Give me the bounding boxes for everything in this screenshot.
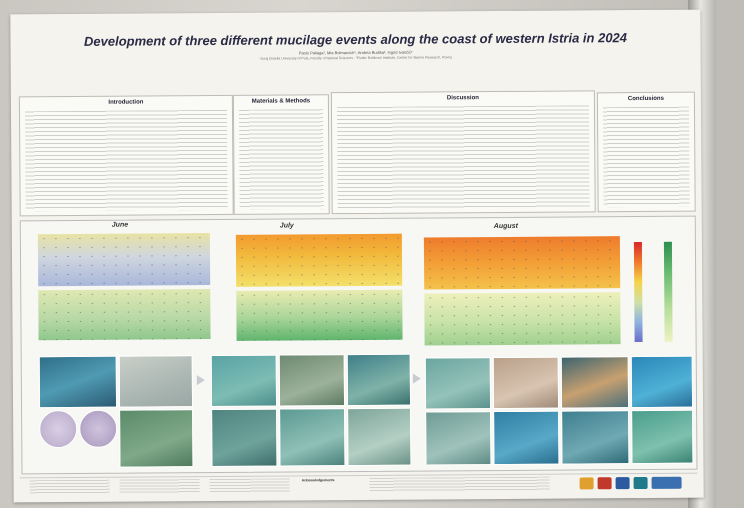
references-block-1 (29, 479, 110, 495)
august-seafloor-photo-2 (493, 410, 560, 466)
conclusions-box: Conclusions (596, 91, 696, 213)
july-diver-photo (346, 353, 412, 407)
introduction-heading: Introduction (108, 99, 144, 106)
conclusions-text-lines (602, 106, 690, 208)
discussion-text-lines (336, 105, 590, 210)
august-sediment-photo (492, 356, 560, 410)
june-to-july-arrow (196, 375, 205, 386)
institution-logo-4 (633, 476, 648, 490)
august-diver-photo (630, 355, 694, 409)
june-microscopy-photo-2 (79, 409, 118, 448)
funding-logo (651, 476, 682, 489)
july-to-august-arrow (412, 373, 421, 384)
scientific-poster: Development of three different mucilage … (10, 9, 704, 503)
references-block-3 (209, 478, 290, 494)
materials-text-lines (238, 109, 324, 210)
poster-footer: Acknowledgements (19, 472, 698, 499)
july-underwater-photo-2 (278, 354, 346, 407)
june-mucilage-photo (118, 355, 194, 408)
june-microscopy-photo-1 (39, 409, 78, 449)
july-lower-profile-plot (236, 289, 403, 341)
august-seafloor-photo-4 (631, 409, 694, 465)
salinity-colorbar (663, 241, 673, 342)
materials-heading: Materials & Methods (251, 98, 311, 105)
july-upper-sampling-points (235, 233, 403, 287)
august-label: August (493, 222, 518, 231)
july-seafloor-photo-3 (347, 407, 412, 467)
july-label: July (279, 222, 294, 230)
institution-logo-3 (615, 477, 630, 490)
june-upper-profile-plot (37, 233, 211, 287)
august-lower-profile-plot (424, 292, 621, 346)
august-surface-photo (560, 356, 630, 409)
poster-title: Development of three different mucilage … (83, 30, 628, 49)
august-lower-sampling-points (424, 292, 621, 346)
july-underwater-photo-1 (210, 354, 278, 408)
june-label: June (111, 221, 129, 229)
acknowledgements-text (369, 476, 550, 492)
june-lower-sampling-points (38, 289, 211, 341)
june-upper-sampling-points (37, 233, 211, 287)
june-underwater-photo (38, 355, 118, 409)
discussion-heading: Discussion (446, 95, 479, 102)
introduction-text-lines (24, 109, 228, 212)
institution-logo-1 (579, 477, 594, 490)
august-seafloor-photo-1 (425, 411, 492, 466)
acknowledgements-heading: Acknowledgements (301, 478, 335, 483)
july-seafloor-photo-2 (279, 408, 346, 467)
august-underwater-photo-1 (424, 357, 492, 410)
june-seafloor-photo (119, 409, 194, 468)
july-upper-profile-plot (235, 233, 403, 287)
conclusions-heading: Conclusions (627, 95, 664, 103)
introduction-box: Introduction (18, 94, 234, 217)
august-upper-profile-plot (423, 236, 621, 290)
july-seafloor-photo-1 (211, 408, 278, 468)
discussion-box: Discussion (330, 90, 596, 215)
august-seafloor-photo-3 (561, 410, 630, 465)
temperature-colorbar (633, 242, 643, 343)
references-block-2 (119, 479, 200, 494)
august-upper-sampling-points (423, 236, 621, 290)
june-lower-profile-plot (38, 289, 211, 341)
materials-box: Materials & Methods (232, 94, 330, 215)
institution-logo-2 (597, 477, 612, 490)
july-lower-sampling-points (236, 289, 403, 341)
